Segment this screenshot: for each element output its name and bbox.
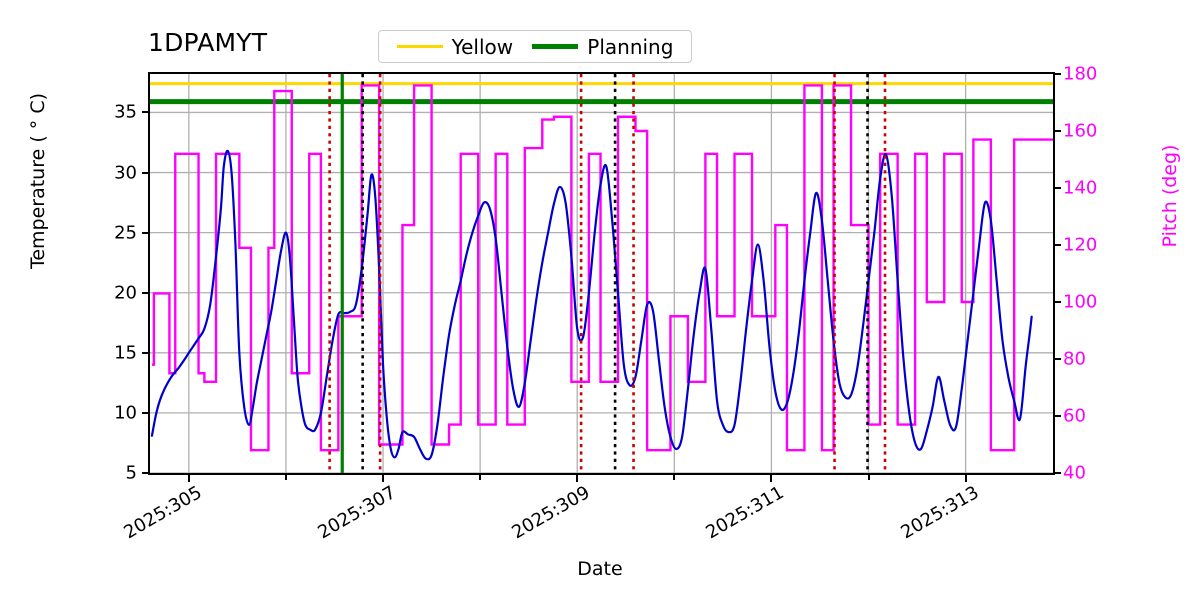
y-tick-mark-left [142, 231, 148, 234]
y-tick-label-right: 180 [1063, 63, 1098, 85]
x-tick-mark-minor [284, 475, 287, 480]
y-tick-label-right: 140 [1063, 177, 1098, 199]
x-tick-mark [964, 475, 967, 482]
legend-label-planning: Planning [587, 34, 674, 59]
y-tick-label-left: 30 [114, 162, 137, 184]
y-tick-label-right: 80 [1063, 348, 1086, 370]
y-tick-mark-right [1055, 415, 1061, 417]
x-tick-mark [576, 475, 579, 482]
y-tick-mark-left [142, 171, 148, 174]
y-tick-mark-right [1055, 73, 1061, 75]
y-tick-mark-left [142, 351, 148, 354]
x-tick-mark-minor [673, 475, 676, 480]
y-axis-label-right: Pitch (deg) [1159, 144, 1181, 248]
legend-swatch-planning [532, 44, 579, 49]
legend-item-planning: Planning [532, 35, 673, 59]
x-tick-mark-minor [867, 475, 870, 480]
y-tick-label-right: 100 [1063, 291, 1098, 313]
x-tick-mark-minor [479, 475, 482, 480]
plot-canvas [150, 74, 1053, 473]
y-tick-label-left: 15 [114, 342, 137, 364]
y-tick-label-right: 60 [1063, 405, 1086, 427]
y-tick-mark-right [1055, 472, 1061, 474]
legend-swatch-yellow [396, 45, 443, 48]
y-tick-label-right: 160 [1063, 120, 1098, 142]
x-tick-label: 2025:313 [896, 482, 983, 544]
y-tick-label-right: 120 [1063, 234, 1098, 256]
y-tick-label-right: 40 [1063, 462, 1086, 484]
x-tick-mark [770, 475, 773, 482]
plot-clip [150, 74, 1053, 473]
plot-area [148, 72, 1055, 475]
x-tick-label: 2025:311 [702, 482, 788, 544]
y-tick-mark-left [142, 411, 148, 414]
y-tick-mark-right [1055, 130, 1061, 132]
y-tick-mark-right [1055, 187, 1061, 189]
y-tick-mark-right [1055, 358, 1061, 360]
x-tick-mark [382, 475, 385, 482]
x-axis-label: Date [577, 558, 623, 580]
y-tick-mark-left [142, 291, 148, 294]
x-tick-label: 2025:305 [120, 482, 206, 544]
y-tick-label-left: 10 [114, 402, 137, 424]
x-tick-label: 2025:307 [314, 482, 400, 544]
y-tick-mark-left [142, 111, 148, 114]
x-tick-label: 2025:309 [508, 482, 594, 544]
legend-item-yellow: Yellow [396, 34, 514, 59]
x-tick-mark [187, 475, 190, 482]
y-tick-mark-right [1055, 301, 1061, 303]
y-axis-label-left: Temperature ( ° C) [27, 92, 49, 270]
chart-title: 1DPAMYT [148, 28, 268, 57]
y-tick-label-left: 25 [114, 222, 137, 244]
y-tick-mark-right [1055, 244, 1061, 246]
y-tick-label-left: 20 [114, 282, 137, 304]
legend-label-yellow: Yellow [451, 34, 514, 59]
chart-legend: Yellow Planning [378, 30, 692, 63]
y-tick-label-left: 35 [114, 101, 137, 123]
y-tick-label-left: 5 [125, 462, 137, 484]
y-tick-mark-left [142, 472, 148, 474]
